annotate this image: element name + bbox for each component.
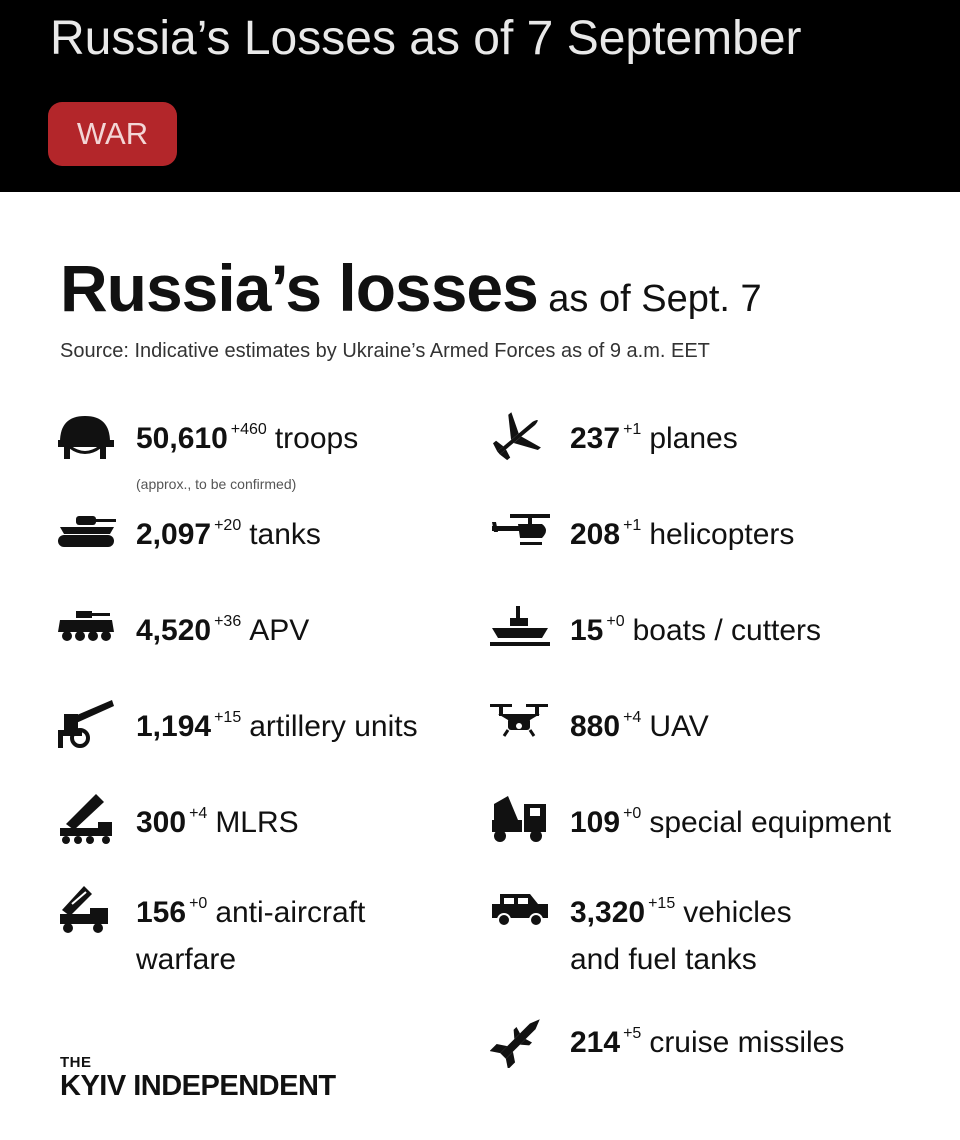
uav-delta: +4 <box>623 709 642 726</box>
missile-icon <box>490 1010 552 1068</box>
special-equipment-value: 109 <box>570 806 621 839</box>
tanks-delta: +20 <box>214 517 242 534</box>
mlrs-delta: +4 <box>189 805 208 822</box>
plane-icon <box>490 406 552 464</box>
boat-icon <box>490 598 552 656</box>
article-title: Russia’s Losses as of 7 September <box>50 12 802 65</box>
apv-value: 4,520 <box>136 614 212 647</box>
boats-delta: +0 <box>606 613 625 630</box>
uav-label: UAV <box>649 710 709 743</box>
category-badge-war[interactable]: WAR <box>48 102 177 166</box>
artillery-value: 1,194 <box>136 710 212 743</box>
apv-icon <box>56 598 118 656</box>
infographic-card <box>0 192 960 1140</box>
planes-delta: +1 <box>623 421 642 438</box>
helicopter-icon <box>490 502 552 560</box>
apv-label: APV <box>249 614 310 647</box>
tank-icon <box>56 502 118 560</box>
infographic-title-date: as of Sept. 7 <box>548 278 762 320</box>
special-equipment-delta: +0 <box>623 805 642 822</box>
source-note: Source: Indicative estimates by Ukraine’… <box>60 340 710 362</box>
vehicle-icon <box>490 880 552 938</box>
anti-aircraft-icon <box>56 880 118 938</box>
drone-icon <box>490 694 552 752</box>
troops-delta: +460 <box>230 421 267 438</box>
publisher-logo-the: THE <box>60 1054 92 1071</box>
vehicles-delta: +15 <box>648 895 676 912</box>
artillery-delta: +15 <box>214 709 242 726</box>
helmet-icon <box>56 406 118 464</box>
cruise-missiles-label: cruise missiles <box>649 1026 845 1059</box>
mlrs-value: 300 <box>136 806 187 839</box>
troops-value: 50,610 <box>136 422 228 455</box>
cruise-missiles-value: 214 <box>570 1026 621 1059</box>
troops-label: troops <box>274 422 359 455</box>
planes-value: 237 <box>570 422 621 455</box>
cruise-missiles-delta: +5 <box>623 1025 642 1042</box>
publisher-logo-name: KYIV INDEPENDENT <box>60 1070 336 1102</box>
tanks-value: 2,097 <box>136 518 212 551</box>
apv-delta: +36 <box>214 613 242 630</box>
mlrs-label: MLRS <box>215 806 299 839</box>
uav-value: 880 <box>570 710 621 743</box>
mlrs-icon <box>56 790 118 848</box>
infographic-title-main: Russia’s losses <box>60 251 539 325</box>
special-equipment-label: special equipment <box>649 806 892 839</box>
anti-aircraft-delta: +0 <box>189 895 208 912</box>
artillery-icon <box>56 694 118 752</box>
anti-aircraft-label: anti-aircraft <box>215 896 366 929</box>
infographic-title: Russia’s losses as of Sept. 7 <box>60 250 762 326</box>
vehicles-value: 3,320 <box>570 896 646 929</box>
helicopters-label: helicopters <box>649 518 795 551</box>
planes-label: planes <box>649 422 738 455</box>
article-header: Russia’s Losses as of 7 September WAR <box>0 0 960 192</box>
helicopters-delta: +1 <box>623 517 642 534</box>
artillery-label: artillery units <box>249 710 418 743</box>
anti-aircraft-value: 156 <box>136 896 187 929</box>
vehicles-label-line2: and fuel tanks <box>570 943 757 976</box>
anti-aircraft-label-line2: warfare <box>136 943 237 976</box>
tanks-label: tanks <box>249 518 321 551</box>
troops-note: (approx., to be confirmed) <box>136 476 297 492</box>
boats-label: boats / cutters <box>632 614 822 647</box>
helicopters-value: 208 <box>570 518 621 551</box>
vehicles-label: vehicles <box>683 896 792 929</box>
boats-value: 15 <box>570 614 604 647</box>
special-equipment-icon <box>490 790 552 848</box>
